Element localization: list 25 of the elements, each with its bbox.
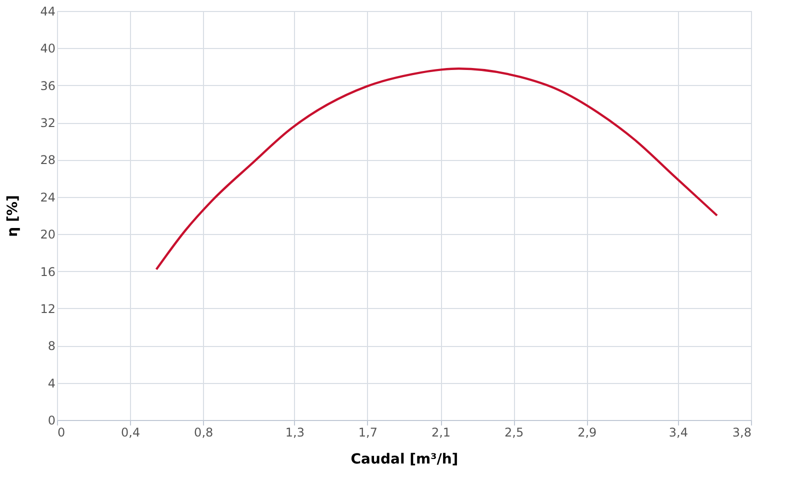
y-tick-label: 8	[48, 339, 56, 354]
y-tick-label: 12	[40, 302, 56, 316]
x-tick-label: 2,9	[578, 426, 597, 440]
y-tick-label: 0	[48, 414, 56, 428]
x-tick-label: 3,4	[668, 426, 688, 440]
y-tick-label: 40	[40, 42, 56, 56]
line-series	[155, 68, 718, 271]
y-tick-label: 20	[40, 228, 56, 242]
x-tick-label: 0,8	[194, 426, 214, 440]
x-tick-label: 2,5	[504, 426, 524, 440]
y-tick-label: 24	[40, 190, 56, 204]
y-tick-label: 28	[40, 153, 56, 168]
y-tick-label: 4	[48, 376, 56, 390]
x-tick-label: 0,4	[121, 426, 140, 440]
y-tick-label: 36	[40, 78, 56, 93]
x-tick-label: 1,3	[285, 426, 304, 440]
x-tick-label: 1,7	[358, 426, 378, 440]
y-tick-label: 32	[40, 116, 56, 130]
y-axis-title: η [%]	[5, 195, 22, 237]
x-tick-label: 2,1	[431, 426, 451, 440]
x-tick-label: 0	[58, 426, 66, 440]
x-axis-title: Caudal [m³/h]	[350, 452, 458, 468]
y-tick-label: 16	[40, 264, 56, 279]
x-tick-label: 3,8	[732, 426, 752, 440]
y-tick-label: 44	[40, 4, 56, 18]
